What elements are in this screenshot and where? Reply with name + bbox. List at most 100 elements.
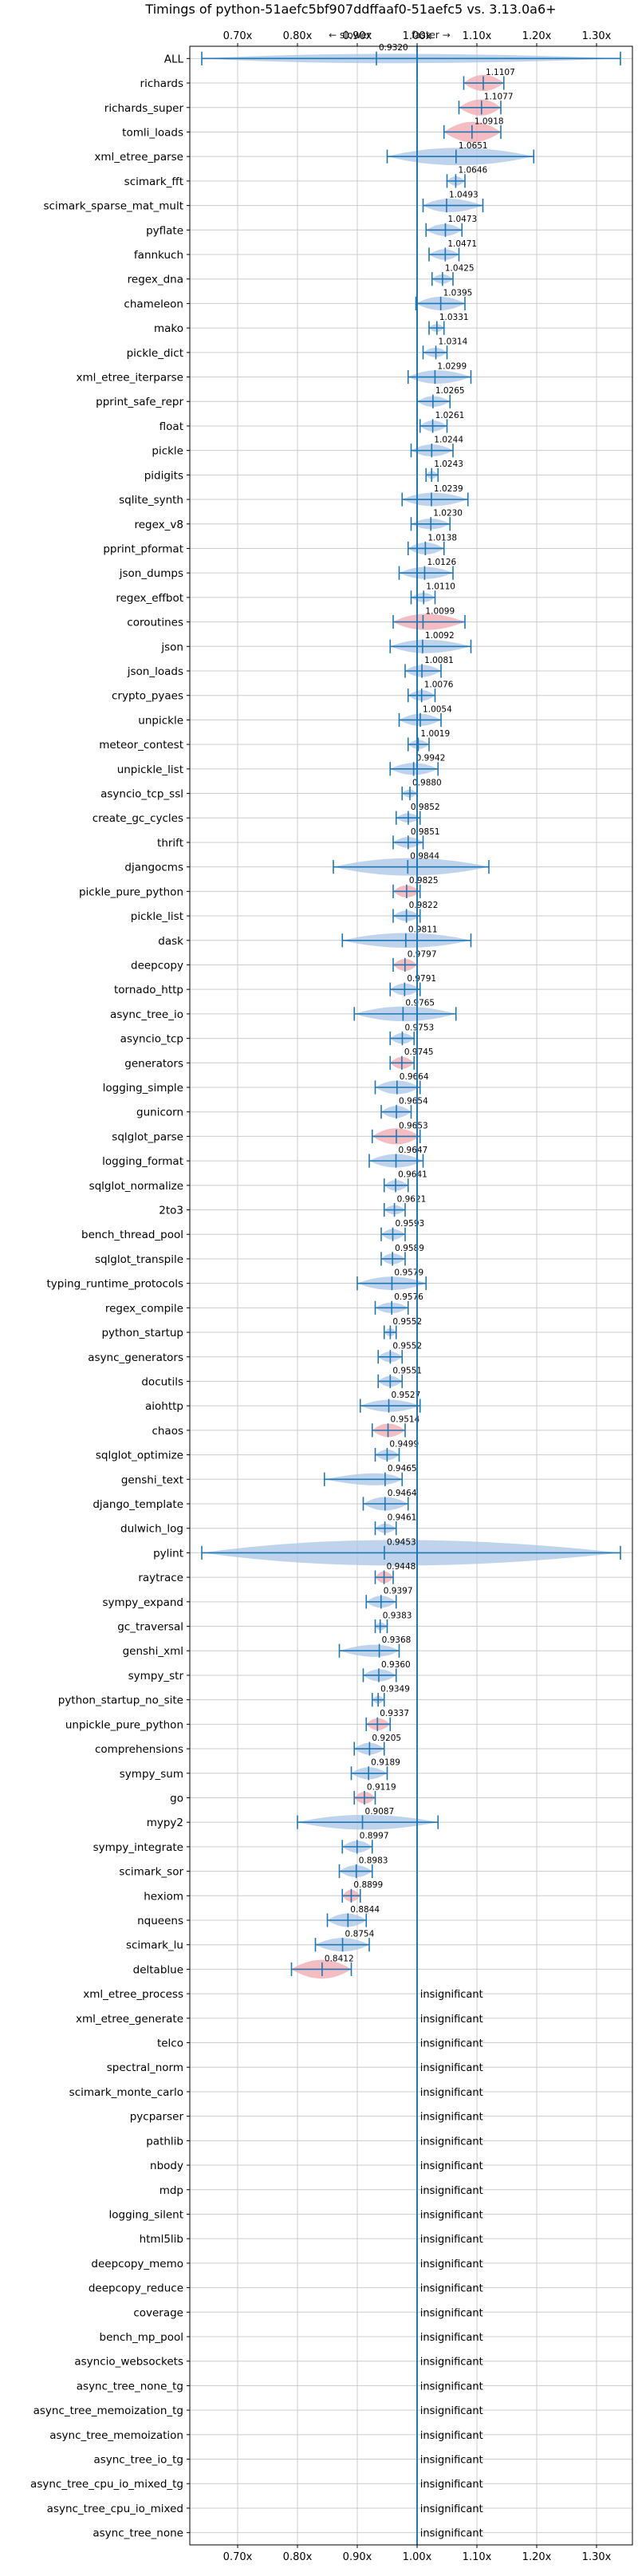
benchmark-label: chameleon: [124, 298, 183, 310]
benchmark-label: pprint_pformat: [103, 542, 183, 555]
benchmark-label: crypto_pyaes: [112, 690, 183, 703]
benchmark-label: regex_compile: [105, 1302, 183, 1315]
value-label: 0.9589: [395, 1244, 424, 1253]
value-label: 0.9844: [410, 852, 439, 862]
value-label: 0.9654: [399, 1097, 428, 1107]
benchmark-label: json: [160, 641, 183, 653]
value-label: 0.9576: [394, 1292, 423, 1302]
value-label: 1.0243: [434, 460, 463, 469]
benchmark-label: python_startup: [101, 1327, 183, 1339]
value-label: 0.9465: [388, 1464, 417, 1473]
insignificant-label: insignificant: [420, 2185, 483, 2197]
value-label: 0.9653: [399, 1121, 428, 1130]
benchmark-label: deepcopy_memo: [91, 2258, 183, 2270]
benchmark-label: thrift: [157, 837, 183, 850]
value-label: 0.9851: [411, 827, 440, 837]
benchmark-label: regex_dna: [128, 274, 183, 286]
value-label: 0.9453: [387, 1537, 416, 1547]
benchmark-label: async_tree_memoization_tg: [33, 2404, 183, 2417]
insignificant-label: insignificant: [420, 2234, 483, 2246]
benchmark-label: hexiom: [144, 1890, 183, 1903]
value-label: 0.9791: [407, 974, 436, 984]
value-label: 0.9360: [381, 1660, 411, 1670]
insignificant-label: insignificant: [420, 2503, 483, 2515]
benchmark-label: pycparser: [130, 2111, 184, 2124]
top-tick-label: 1.20x: [522, 30, 552, 42]
value-label: 1.0110: [426, 582, 455, 592]
benchmark-label: async_tree_cpu_io_mixed_tg: [30, 2478, 183, 2491]
x-axis-top-ticks: 0.70x 0.80x 0.90x 1.00x 1.10x 1.20x 1.30x: [223, 30, 612, 46]
benchmark-label: logging_simple: [103, 1082, 183, 1095]
benchmark-label: meteor_contest: [99, 739, 183, 751]
value-label: 0.8983: [359, 1856, 388, 1865]
top-tick-label: 0.80x: [283, 30, 313, 42]
benchmark-label: asyncio_tcp: [120, 1033, 183, 1046]
benchmark-label: scimark_sparse_mat_mult: [44, 200, 183, 213]
value-label: 1.0081: [424, 656, 454, 665]
benchmark-label: genshi_text: [121, 1473, 183, 1486]
value-label: 1.0471: [447, 239, 477, 249]
value-label: 0.9320: [379, 43, 408, 53]
value-label: 0.9579: [394, 1268, 423, 1278]
benchmark-label: deltablue: [133, 1963, 183, 1976]
benchmark-label: generators: [124, 1057, 183, 1070]
insignificant-label: insignificant: [420, 2381, 483, 2393]
benchmark-label: pidigits: [144, 469, 183, 482]
benchmark-label: pickle: [152, 445, 183, 458]
benchmark-label: xml_etree_generate: [76, 2013, 183, 2026]
benchmark-label: unpickle_pure_python: [65, 1718, 183, 1731]
benchmark-label: sympy_integrate: [93, 1841, 183, 1854]
benchmark-label: xml_etree_iterparse: [77, 372, 184, 385]
value-label: 0.9119: [367, 1782, 396, 1792]
benchmark-label: dulwich_log: [120, 1523, 183, 1536]
value-label: 0.8412: [325, 1954, 354, 1963]
benchmark-label: comprehensions: [95, 1743, 183, 1756]
benchmark-label: float: [160, 420, 183, 433]
value-label: 1.0265: [435, 386, 465, 396]
value-label: 1.0473: [447, 215, 477, 224]
value-label: 1.0126: [427, 558, 456, 567]
value-label: 0.9765: [405, 999, 435, 1008]
value-label: 1.0493: [449, 190, 478, 199]
x-axis-bottom-ticks: 0.70x 0.80x 0.90x 1.00x 1.10x 1.20x 1.30x: [223, 2545, 612, 2563]
benchmark-label: django_template: [93, 1498, 183, 1511]
benchmark-label: bench_thread_pool: [81, 1229, 183, 1241]
insignificant-label: insignificant: [420, 2062, 483, 2074]
value-label: 1.0054: [423, 704, 452, 714]
benchmark-label: async_tree_memoization: [49, 2429, 183, 2442]
faster-hint: faster →: [412, 30, 451, 41]
plot-frame: [189, 45, 633, 2546]
value-label: 0.8754: [345, 1930, 375, 1939]
value-label: 0.9825: [409, 876, 439, 886]
value-label: 0.8997: [360, 1832, 389, 1841]
benchmark-label: gunicorn: [136, 1107, 183, 1119]
insignificant-label: insignificant: [420, 2357, 483, 2369]
benchmark-label: unpickle: [138, 714, 183, 727]
benchmark-label: sqlglot_transpile: [95, 1253, 183, 1266]
benchmark-label: scimark_sor: [119, 1866, 183, 1879]
benchmark-label: nbody: [150, 2160, 183, 2172]
insignificant-label: insignificant: [420, 2014, 483, 2026]
benchmark-label: regex_v8: [134, 519, 183, 531]
benchmark-label: ALL: [164, 53, 184, 65]
top-tick-label: 0.70x: [223, 30, 253, 42]
bottom-tick-label: 1.20x: [522, 2551, 552, 2563]
benchmark-label: logging_format: [102, 1155, 183, 1168]
plot-area: 0.9320 1.1107 1.1077 1.0918 1.0651 1.0646 1.04…: [201, 43, 621, 2545]
bottom-tick-label: 0.80x: [283, 2551, 313, 2563]
benchmark-label: async_tree_none_tg: [77, 2380, 183, 2393]
value-label: 0.9880: [412, 778, 442, 787]
bottom-tick-label: 1.00x: [403, 2551, 432, 2563]
benchmark-label: aiohttp: [145, 1400, 183, 1413]
value-label: 1.0261: [435, 411, 465, 420]
benchmark-label: scimark_lu: [126, 1939, 183, 1952]
value-label: 1.0239: [434, 484, 463, 494]
value-label: 0.9852: [411, 803, 440, 812]
benchmark-label: go: [170, 1792, 183, 1805]
bottom-tick-label: 1.10x: [463, 2551, 492, 2563]
insignificant-label: insignificant: [420, 1989, 483, 2001]
insignificant-label: insignificant: [420, 2430, 483, 2442]
value-label: 1.0244: [434, 436, 463, 445]
benchmark-label: pprint_safe_repr: [96, 396, 183, 408]
